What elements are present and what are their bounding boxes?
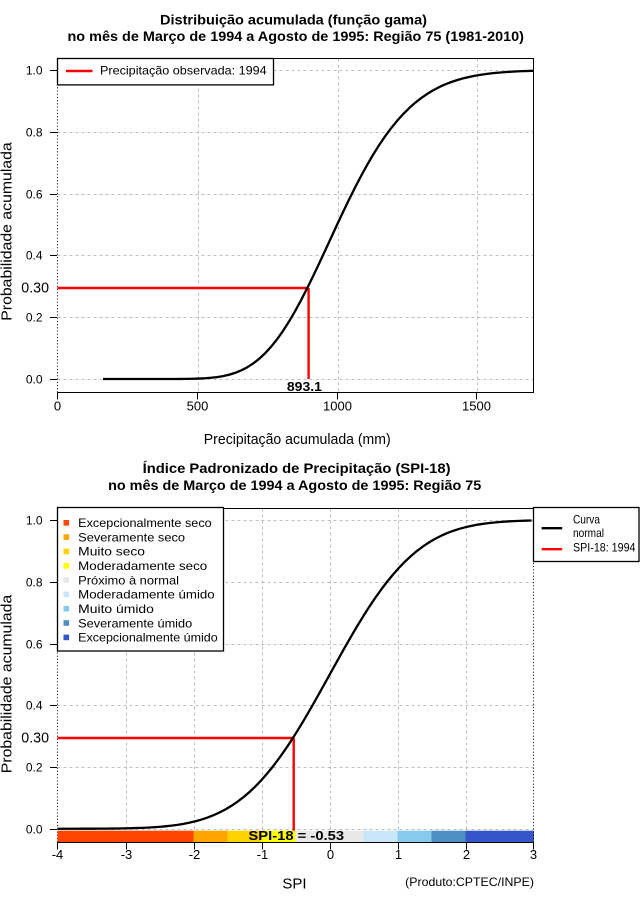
svg-text:2: 2 bbox=[463, 847, 470, 862]
svg-text:893.1: 893.1 bbox=[287, 379, 322, 394]
svg-text:500: 500 bbox=[187, 399, 209, 414]
svg-text:SPI-18 = -0.53: SPI-18 = -0.53 bbox=[248, 828, 344, 843]
svg-text:Muito úmido: Muito úmido bbox=[78, 602, 154, 616]
svg-text:Muito seco: Muito seco bbox=[78, 545, 145, 559]
svg-text:(Produto:CPTEC/INPE): (Produto:CPTEC/INPE) bbox=[405, 875, 534, 889]
svg-text:Probabilidade acumulada: Probabilidade acumulada bbox=[0, 594, 16, 773]
svg-text:0.2: 0.2 bbox=[26, 760, 43, 774]
svg-text:SPI-18: 1994: SPI-18: 1994 bbox=[573, 541, 636, 555]
svg-text:-4: -4 bbox=[52, 847, 64, 862]
svg-text:no mês de Março de 1994 a Agos: no mês de Março de 1994 a Agosto de 1995… bbox=[68, 28, 525, 44]
svg-text:0.6: 0.6 bbox=[26, 187, 43, 201]
svg-text:Curva: Curva bbox=[573, 513, 600, 527]
svg-text:0.0: 0.0 bbox=[26, 372, 43, 386]
svg-text:normal: normal bbox=[573, 526, 604, 540]
svg-text:Distribuição acumulada (função: Distribuição acumulada (função gama) bbox=[160, 12, 427, 28]
svg-text:0: 0 bbox=[327, 847, 334, 862]
svg-text:-1: -1 bbox=[257, 847, 269, 862]
svg-text:1: 1 bbox=[395, 847, 402, 862]
svg-text:Precipitação observada: 1994: Precipitação observada: 1994 bbox=[100, 64, 267, 78]
svg-text:SPI: SPI bbox=[282, 875, 306, 892]
svg-text:0.30: 0.30 bbox=[21, 730, 49, 746]
svg-text:0.2: 0.2 bbox=[26, 310, 43, 324]
svg-text:Excepcionalmente úmido: Excepcionalmente úmido bbox=[78, 631, 218, 645]
svg-text:3: 3 bbox=[530, 847, 537, 862]
svg-text:0.6: 0.6 bbox=[26, 637, 43, 651]
svg-text:-3: -3 bbox=[121, 847, 133, 862]
svg-text:0.8: 0.8 bbox=[26, 575, 43, 589]
svg-text:Índice Padronizado de Precipit: Índice Padronizado de Precipitação (SPI-… bbox=[143, 460, 451, 476]
svg-text:0.0: 0.0 bbox=[26, 822, 43, 836]
svg-text:1500: 1500 bbox=[462, 399, 491, 414]
svg-text:Severamente seco: Severamente seco bbox=[78, 530, 185, 544]
svg-text:1.0: 1.0 bbox=[26, 63, 43, 77]
svg-text:no mês de Março de 1994 a Agos: no mês de Março de 1994 a Agosto de 1995… bbox=[108, 477, 481, 493]
svg-text:0.8: 0.8 bbox=[26, 125, 43, 139]
svg-text:1.0: 1.0 bbox=[26, 513, 43, 527]
svg-text:Precipitação acumulada (mm): Precipitação acumulada (mm) bbox=[204, 431, 391, 448]
svg-text:Probabilidade acumulada: Probabilidade acumulada bbox=[0, 142, 16, 321]
svg-text:Moderadamente seco: Moderadamente seco bbox=[78, 559, 207, 573]
svg-text:0.4: 0.4 bbox=[26, 248, 43, 262]
svg-text:Excepcionalmente seco: Excepcionalmente seco bbox=[78, 516, 212, 530]
svg-text:Moderadamente úmido: Moderadamente úmido bbox=[78, 588, 215, 602]
svg-text:0.30: 0.30 bbox=[21, 280, 49, 296]
svg-text:Próximo à normal: Próximo à normal bbox=[78, 573, 179, 587]
svg-text:0: 0 bbox=[54, 399, 61, 414]
svg-text:1000: 1000 bbox=[323, 399, 352, 414]
svg-text:Severamente úmido: Severamente úmido bbox=[78, 616, 192, 630]
svg-text:-2: -2 bbox=[189, 847, 201, 862]
svg-text:0.4: 0.4 bbox=[26, 698, 43, 712]
